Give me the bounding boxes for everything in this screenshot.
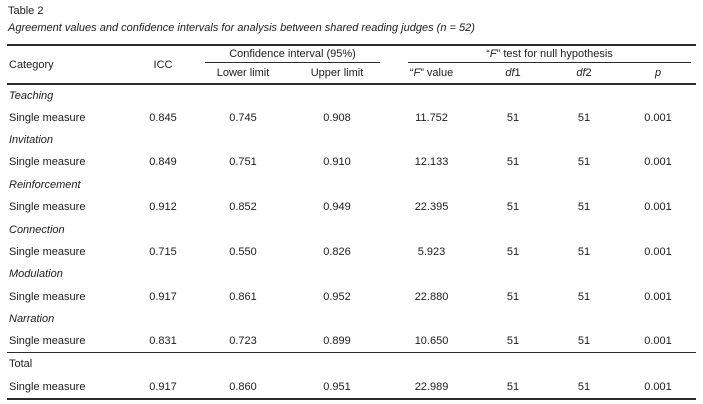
cell-p: 0.001	[644, 111, 672, 124]
cell-lower-limit: 0.861	[229, 290, 257, 303]
measure-row-total: Single measure 0.917 0.860 0.951 22.989 …	[7, 376, 696, 399]
cell-lower-limit: 0.852	[229, 201, 257, 214]
measure-row-teaching: Single measure 0.845 0.745 0.908 11.752 …	[7, 106, 696, 128]
cell-lower-limit: 0.751	[229, 156, 257, 169]
col-header-upper-limit: Upper limit	[289, 63, 386, 85]
cell-icc: 0.831	[149, 335, 177, 348]
cell-lower-limit: 0.723	[229, 335, 257, 348]
cell-f-value: 22.989	[414, 380, 449, 393]
cell-df2: 51	[577, 111, 591, 124]
cell-p: 0.001	[644, 335, 672, 348]
measure-row-narration: Single measure 0.831 0.723 0.899 10.650 …	[7, 330, 696, 352]
cell-df2: 51	[577, 245, 591, 258]
cell-df1: 51	[506, 335, 520, 348]
cell-df2: 51	[577, 290, 591, 303]
cell-p: 0.001	[644, 156, 672, 169]
col-header-p: p	[620, 63, 697, 85]
cell-f-value: 22.880	[414, 290, 449, 303]
cell-upper-limit: 0.908	[323, 111, 351, 124]
cell-upper-limit: 0.910	[323, 156, 351, 169]
category-row-total: Total	[7, 352, 697, 376]
cell-lower-limit: 0.745	[229, 111, 257, 124]
cell-df2: 51	[577, 156, 591, 169]
col-group-confidence-interval: Confidence interval (95%)	[197, 45, 385, 63]
col-group-f-test: “F” test for null hypothesis	[385, 45, 696, 63]
col-header-df1: df1	[478, 63, 549, 85]
cell-df1: 51	[506, 290, 520, 303]
cell-f-value: 22.395	[414, 201, 449, 214]
category-row-connection: Connection	[7, 218, 696, 240]
f-test-group-label: “F” test for null hypothesis	[486, 48, 613, 60]
category-label: Invitation	[9, 133, 54, 146]
col-header-f-value: “F” value	[385, 63, 479, 85]
cell-icc: 0.845	[149, 111, 177, 124]
cell-df2: 51	[577, 201, 591, 214]
measure-row-invitation: Single measure 0.849 0.751 0.910 12.133 …	[7, 151, 696, 173]
cell-df1: 51	[506, 156, 520, 169]
cell-row-label: Single measure	[9, 156, 86, 169]
cell-upper-limit: 0.826	[323, 245, 351, 258]
category-row-invitation: Invitation	[7, 129, 696, 151]
confidence-interval-group-label: Confidence interval (95%)	[229, 48, 356, 60]
agreement-values-table: Category ICC Confidence interval (95%) “…	[7, 44, 697, 400]
cell-p: 0.001	[644, 380, 672, 393]
category-row-modulation: Modulation	[7, 263, 696, 285]
cell-upper-limit: 0.951	[323, 380, 351, 393]
cell-row-label: Single measure	[9, 111, 86, 124]
cell-icc: 0.849	[149, 156, 177, 169]
col-header-icc: ICC	[129, 45, 197, 85]
cell-icc: 0.917	[149, 290, 177, 303]
cell-lower-limit: 0.860	[229, 380, 257, 393]
category-label: Narration	[9, 313, 55, 326]
measure-row-reinforcement: Single measure 0.912 0.852 0.949 22.395 …	[7, 196, 696, 218]
category-label: Total	[7, 352, 697, 376]
cell-df1: 51	[506, 111, 520, 124]
cell-p: 0.001	[644, 290, 672, 303]
table-caption: Agreement values and confidence interval…	[8, 22, 475, 34]
category-label: Modulation	[9, 268, 63, 281]
cell-row-label: Single measure	[9, 380, 86, 393]
cell-df1: 51	[506, 201, 520, 214]
cell-f-value: 12.133	[414, 156, 449, 169]
cell-lower-limit: 0.550	[229, 245, 257, 258]
cell-df1: 51	[506, 380, 520, 393]
category-label: Reinforcement	[9, 178, 81, 191]
cell-df2: 51	[577, 335, 591, 348]
cell-f-value: 11.752	[415, 111, 448, 124]
cell-upper-limit: 0.949	[323, 201, 351, 214]
category-label: Teaching	[9, 89, 54, 102]
table-label: Table 2	[8, 5, 44, 17]
cell-row-label: Single measure	[9, 245, 86, 258]
cell-df1: 51	[506, 245, 520, 258]
measure-row-modulation: Single measure 0.917 0.861 0.952 22.880 …	[7, 286, 696, 308]
category-row-reinforcement: Reinforcement	[7, 174, 696, 196]
category-label: Connection	[9, 223, 65, 236]
header-row-columns: Lower limit Upper limit “F” value df1 df…	[7, 63, 697, 85]
col-header-df2: df2	[548, 63, 621, 85]
cell-icc: 0.715	[149, 245, 177, 258]
cell-f-value: 5.923	[417, 245, 446, 258]
cell-row-label: Single measure	[9, 201, 86, 214]
col-header-category: Category	[7, 45, 129, 85]
cell-p: 0.001	[644, 201, 672, 214]
cell-f-value: 10.650	[414, 335, 449, 348]
cell-icc: 0.912	[149, 201, 177, 214]
cell-df2: 51	[577, 380, 591, 393]
category-row-teaching: Teaching	[7, 84, 696, 106]
col-header-lower-limit: Lower limit	[197, 63, 289, 85]
cell-upper-limit: 0.899	[323, 335, 351, 348]
cell-row-label: Single measure	[9, 335, 86, 348]
header-row-groups: Category ICC Confidence interval (95%) “…	[7, 45, 696, 85]
cell-row-label: Single measure	[9, 290, 86, 303]
cell-p: 0.001	[644, 245, 672, 258]
cell-icc: 0.917	[149, 380, 177, 393]
measure-row-connection: Single measure 0.715 0.550 0.826 5.923 5…	[7, 241, 696, 263]
category-row-narration: Narration	[7, 308, 696, 330]
cell-upper-limit: 0.952	[323, 290, 351, 303]
